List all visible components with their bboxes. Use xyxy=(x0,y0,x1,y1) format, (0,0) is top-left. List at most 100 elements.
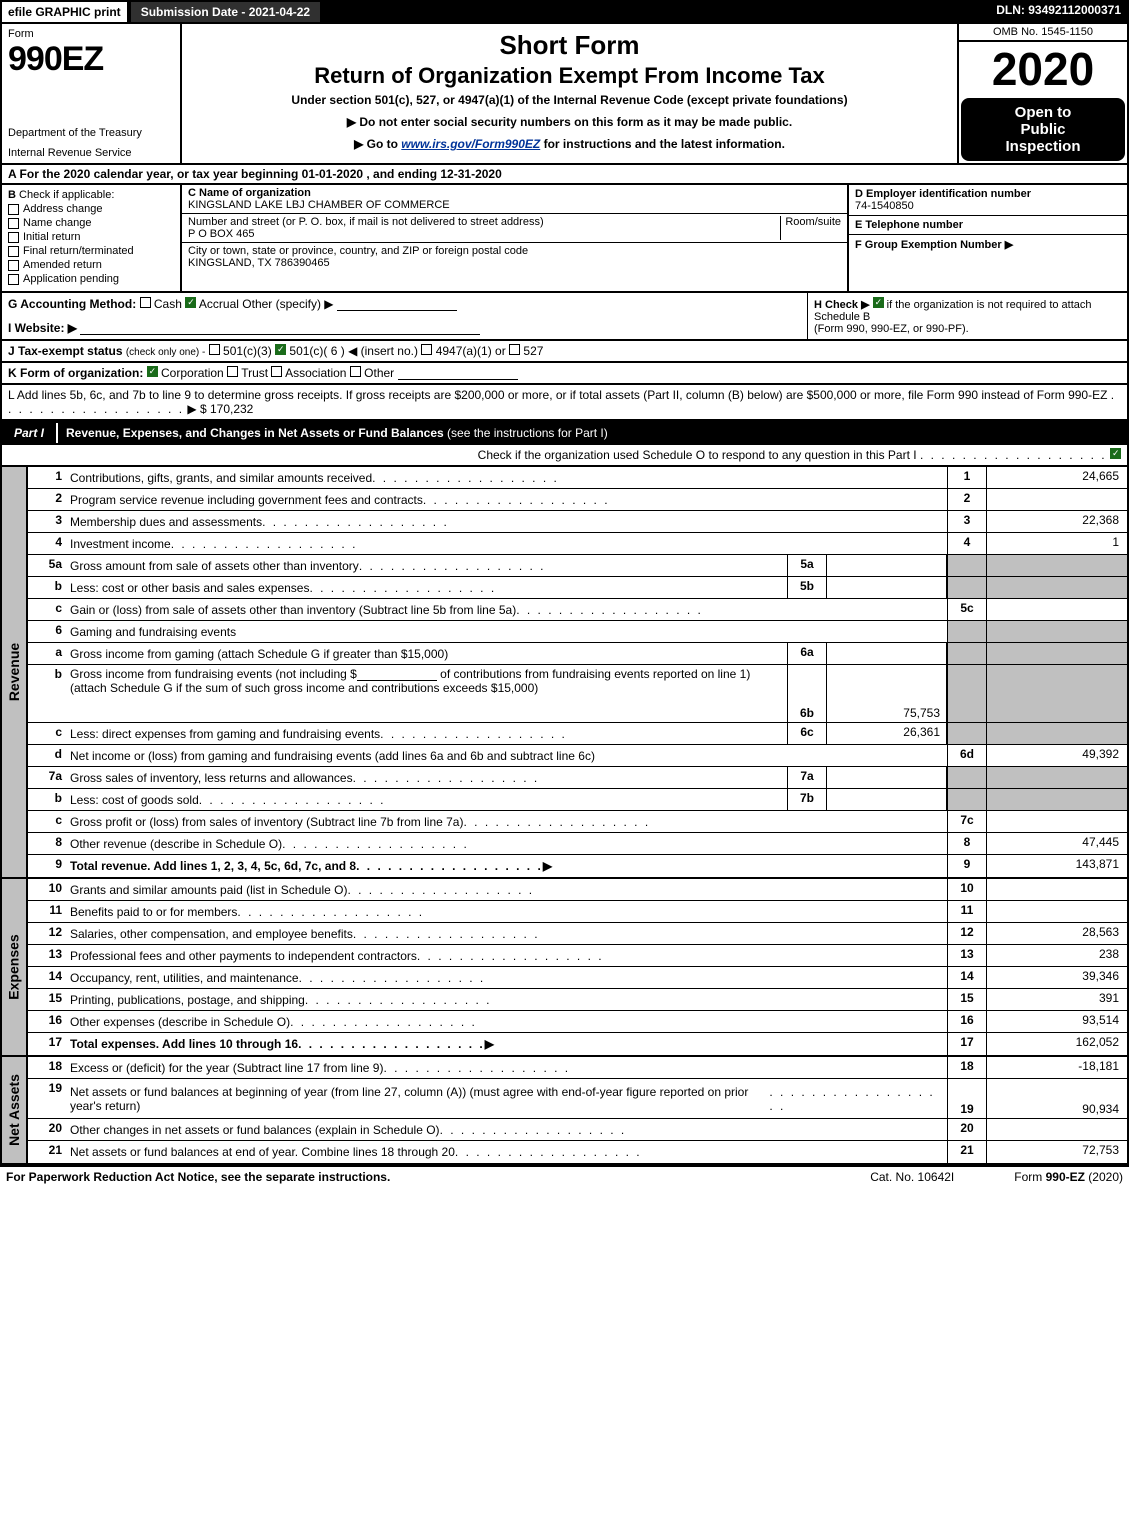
line-no: c xyxy=(28,811,66,832)
checkbox-icon[interactable] xyxy=(140,297,151,308)
desc-text: Membership dues and assessments xyxy=(70,515,262,529)
dots xyxy=(353,927,540,941)
d-label: D Employer identification number xyxy=(855,188,1121,200)
line-end-no: 3 xyxy=(947,511,987,532)
h-text3: (Form 990, 990-EZ, or 990-PF). xyxy=(814,323,1121,335)
checkbox-icon[interactable] xyxy=(275,344,286,355)
chk-label: Address change xyxy=(23,203,103,215)
line-end-no: 4 xyxy=(947,533,987,554)
desc-text: Occupancy, rent, utilities, and maintena… xyxy=(70,971,299,985)
line-value: 162,052 xyxy=(987,1033,1127,1055)
checkbox-icon[interactable] xyxy=(509,344,520,355)
chk-application-pending[interactable]: Application pending xyxy=(8,273,174,285)
efile-print-button[interactable]: efile GRAPHIC print xyxy=(0,0,129,24)
line-desc: Excess or (deficit) for the year (Subtra… xyxy=(66,1057,947,1078)
checkbox-icon[interactable] xyxy=(8,274,19,285)
l-arrow: ▶ $ xyxy=(187,402,206,416)
page-footer: For Paperwork Reduction Act Notice, see … xyxy=(0,1165,1129,1187)
line-desc: Gross profit or (loss) from sales of inv… xyxy=(66,811,947,832)
line-end-no: 19 xyxy=(947,1079,987,1118)
line-value: 49,392 xyxy=(987,745,1127,766)
line-no: b xyxy=(28,577,66,598)
line-desc: Gross sales of inventory, less returns a… xyxy=(66,767,787,788)
desc-text: Gross amount from sale of assets other t… xyxy=(70,559,359,573)
g-accrual: Accrual xyxy=(199,297,239,311)
line-no: 16 xyxy=(28,1011,66,1032)
g-other-input[interactable] xyxy=(337,297,457,311)
shade xyxy=(947,555,987,576)
line-value: 391 xyxy=(987,989,1127,1010)
chk-name-change[interactable]: Name change xyxy=(8,217,174,229)
shade xyxy=(947,723,987,744)
checkbox-icon[interactable] xyxy=(350,366,361,377)
c-street-label: Number and street (or P. O. box, if mail… xyxy=(188,216,544,228)
line-desc: Gross amount from sale of assets other t… xyxy=(66,555,787,576)
d-ein: D Employer identification number 74-1540… xyxy=(849,185,1127,216)
chk-amended-return[interactable]: Amended return xyxy=(8,259,174,271)
shade xyxy=(987,767,1127,788)
shade xyxy=(947,577,987,598)
desc-text: Gross sales of inventory, less returns a… xyxy=(70,771,353,785)
checkbox-icon[interactable] xyxy=(8,260,19,271)
spacer xyxy=(322,0,988,24)
line-6d: dNet income or (loss) from gaming and fu… xyxy=(28,745,1127,767)
part-1-header: Part I Revenue, Expenses, and Changes in… xyxy=(0,421,1129,445)
row-a-tax-year: A For the 2020 calendar year, or tax yea… xyxy=(0,165,1129,185)
dots xyxy=(380,727,567,741)
line-desc: Printing, publications, postage, and shi… xyxy=(66,989,947,1010)
checkbox-icon[interactable] xyxy=(8,246,19,257)
checkbox-icon[interactable] xyxy=(8,232,19,243)
checkbox-icon[interactable] xyxy=(873,297,884,308)
line-desc: Less: cost of goods sold xyxy=(66,789,787,810)
g-other: Other (specify) ▶ xyxy=(242,297,333,311)
checkbox-icon[interactable] xyxy=(421,344,432,355)
checkbox-icon[interactable] xyxy=(147,366,158,377)
dln-number: DLN: 93492112000371 xyxy=(988,0,1129,24)
l-value: 170,232 xyxy=(210,402,253,416)
shade xyxy=(987,577,1127,598)
desc-text: Benefits paid to or for members xyxy=(70,905,237,919)
line-no: 21 xyxy=(28,1141,66,1163)
line-no: 17 xyxy=(28,1033,66,1055)
checkbox-icon[interactable] xyxy=(185,297,196,308)
line-8: 8Other revenue (describe in Schedule O)8… xyxy=(28,833,1127,855)
chk-initial-return[interactable]: Initial return xyxy=(8,231,174,243)
c-name-label: C Name of organization xyxy=(188,187,446,199)
website-input[interactable] xyxy=(80,321,480,335)
desc-text: Net assets or fund balances at beginning… xyxy=(70,1085,769,1113)
desc-text: Other changes in net assets or fund bala… xyxy=(70,1123,440,1137)
shade xyxy=(947,621,987,642)
line-desc: Other expenses (describe in Schedule O) xyxy=(66,1011,947,1032)
dots xyxy=(463,815,650,829)
checkbox-icon[interactable] xyxy=(209,344,220,355)
irs-link[interactable]: www.irs.gov/Form990EZ xyxy=(401,137,540,151)
mid-value xyxy=(827,555,947,576)
line-16: 16Other expenses (describe in Schedule O… xyxy=(28,1011,1127,1033)
line-end-no: 17 xyxy=(947,1033,987,1055)
revenue-sidelabel: Revenue xyxy=(2,467,28,877)
net-assets-label: Net Assets xyxy=(6,1074,22,1146)
checkbox-icon[interactable] xyxy=(1110,448,1121,459)
b-label: B xyxy=(8,189,16,201)
line-end-no: 20 xyxy=(947,1119,987,1140)
line-7a: 7aGross sales of inventory, less returns… xyxy=(28,767,1127,789)
chk-final-return[interactable]: Final return/terminated xyxy=(8,245,174,257)
shade xyxy=(947,643,987,664)
checkbox-icon[interactable] xyxy=(8,218,19,229)
line-1: 1Contributions, gifts, grants, and simil… xyxy=(28,467,1127,489)
checkbox-icon[interactable] xyxy=(227,366,238,377)
form-header: Form 990EZ Department of the Treasury In… xyxy=(0,24,1129,165)
check-o-text: Check if the organization used Schedule … xyxy=(478,448,917,462)
contrib-input[interactable] xyxy=(357,667,437,681)
shade xyxy=(987,789,1127,810)
open-line2: Public xyxy=(965,121,1121,138)
irs-label: Internal Revenue Service xyxy=(8,147,174,159)
shade xyxy=(987,643,1127,664)
k-other-input[interactable] xyxy=(398,366,518,380)
part-1-tab: Part I xyxy=(2,423,58,443)
line-no: c xyxy=(28,599,66,620)
checkbox-icon[interactable] xyxy=(271,366,282,377)
line-no: 5a xyxy=(28,555,66,576)
chk-address-change[interactable]: Address change xyxy=(8,203,174,215)
checkbox-icon[interactable] xyxy=(8,204,19,215)
